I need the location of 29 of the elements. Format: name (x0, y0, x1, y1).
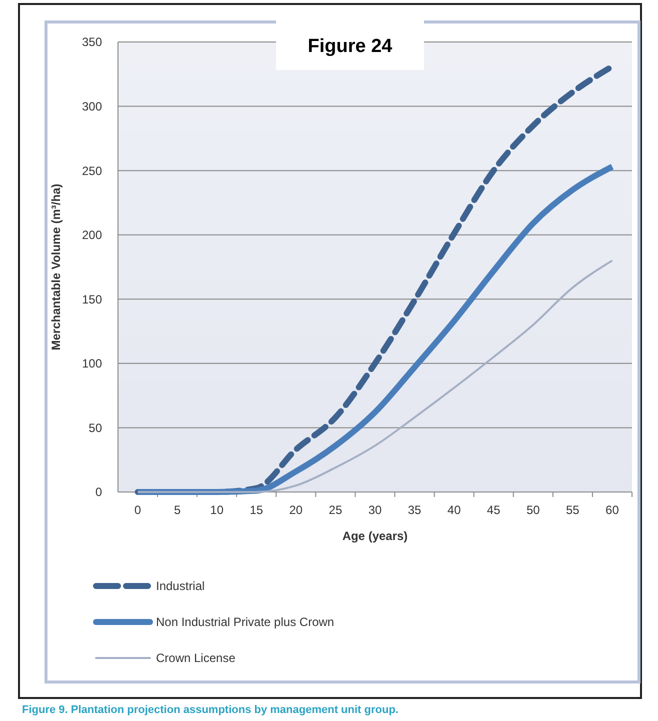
y-tick-label: 250 (82, 164, 102, 178)
x-tick-label: 30 (368, 503, 382, 517)
caption: Figure 9. Plantation projection assumptions by management unit group. (22, 704, 398, 716)
x-tick-label: 15 (250, 503, 264, 517)
legend-label: Crown License (156, 651, 236, 666)
x-tick-label: 35 (408, 503, 422, 517)
legend-label: Industrial (156, 579, 205, 594)
x-tick-label: 0 (134, 503, 142, 517)
y-tick-label: 100 (82, 356, 102, 371)
y-tick-label: 0 (95, 485, 102, 500)
x-tick-label: 5 (174, 503, 181, 517)
x-axis-title: Age (years) (342, 529, 408, 543)
chart-title: Figure 24 (308, 36, 393, 57)
x-tick-label: 10 (210, 503, 224, 517)
x-tick-label: 20 (289, 503, 303, 517)
x-tick-label: 50 (526, 503, 540, 517)
y-tick-label: 300 (82, 99, 102, 114)
x-tick-label: 25 (328, 503, 342, 517)
y-axis-title: Merchantable Volume (m³/ha) (49, 184, 63, 350)
y-tick-label: 150 (82, 292, 102, 306)
y-tick-label: 350 (82, 35, 102, 50)
line-series (136, 260, 614, 493)
x-tick-label: 45 (486, 503, 501, 517)
y-tick-label: 50 (88, 420, 102, 435)
y-tick-label: 200 (82, 228, 102, 242)
x-tick-label: 60 (606, 503, 620, 517)
x-tick-label: 55 (566, 503, 580, 517)
x-tick-label: 40 (447, 503, 462, 517)
legend-label: Non Industrial Private plus Crown (156, 615, 334, 630)
